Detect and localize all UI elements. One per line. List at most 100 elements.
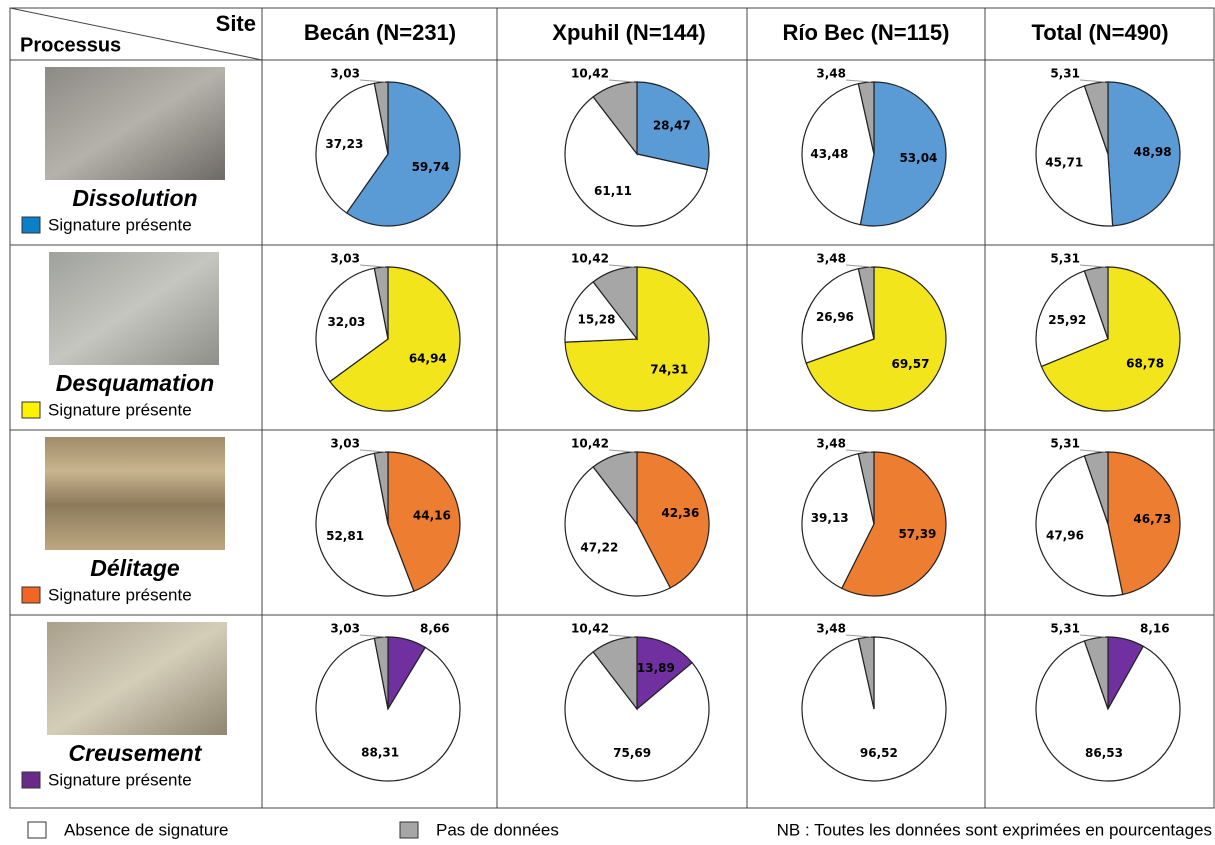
pie-slice: [1107, 451, 1181, 596]
leader-line: [845, 449, 872, 453]
value-label: 53,04: [899, 151, 937, 165]
value-label: 15,28: [578, 313, 616, 327]
legend-swatch: [21, 771, 41, 789]
value-label: 5,31: [1050, 252, 1080, 266]
pie-slice: [329, 266, 461, 412]
pie-slice: [857, 81, 875, 155]
leader-line: [608, 634, 635, 638]
value-label: 42,36: [661, 506, 699, 520]
photo: [45, 67, 225, 180]
pie-slice: [857, 266, 875, 340]
pie-slice: [315, 82, 389, 214]
pie-slice: [564, 96, 709, 227]
value-label: 96,52: [860, 746, 898, 760]
value-label: 44,16: [413, 508, 451, 522]
value-label: 61,11: [594, 184, 632, 198]
value-label: 3,48: [816, 67, 846, 81]
value-label: 3,03: [330, 67, 360, 81]
value-label: 45,71: [1045, 155, 1083, 169]
process-name: Délitage: [90, 555, 180, 581]
value-label: 10,42: [571, 252, 609, 266]
pie-slice: [373, 451, 389, 525]
pie-slice: [373, 266, 389, 340]
value-label: 10,42: [571, 437, 609, 451]
leader-line: [1079, 264, 1106, 268]
leader-line: [845, 79, 872, 83]
value-label: 88,31: [361, 745, 399, 759]
value-label: 46,73: [1133, 512, 1171, 526]
pie-slice: [801, 267, 875, 364]
corner-process: Processus: [20, 34, 121, 56]
column-header: Xpuhil (N=144): [552, 20, 705, 45]
leader-line: [1079, 79, 1106, 83]
value-label: 86,53: [1085, 746, 1123, 760]
value-label: 32,03: [327, 315, 365, 329]
pie-slice: [805, 266, 947, 412]
value-label: 47,96: [1046, 528, 1084, 542]
photo: [47, 622, 227, 735]
legend-swatch: [21, 216, 41, 234]
pie-slice: [315, 637, 461, 782]
pie-slice: [1107, 81, 1181, 227]
leader-line: [608, 449, 635, 453]
value-label: 25,92: [1048, 313, 1086, 327]
pie-slice: [857, 636, 875, 710]
legend-swatch: [27, 821, 47, 839]
value-label: 48,98: [1134, 145, 1172, 159]
value-label: 8,16: [1140, 622, 1170, 636]
pie-slice: [345, 81, 461, 227]
leader-line: [359, 449, 386, 453]
pie-slice: [1035, 455, 1124, 597]
pie-slice: [564, 466, 672, 597]
pie-slice: [1083, 266, 1109, 340]
value-label: 8,66: [420, 622, 450, 636]
pie-slice: [801, 452, 875, 590]
pie-slice: [315, 267, 389, 383]
pie-slice: [636, 636, 694, 711]
legend-label: Absence de signature: [64, 820, 228, 839]
value-label: 3,03: [330, 252, 360, 266]
pie-slice: [1040, 266, 1181, 412]
process-name: Creusement: [69, 740, 203, 766]
pie-slice: [1083, 81, 1109, 155]
legend-swatch: [21, 401, 41, 419]
value-label: 26,96: [816, 310, 854, 324]
value-label: 68,78: [1126, 356, 1164, 370]
value-label: 69,57: [891, 357, 929, 371]
column-header: Becán (N=231): [304, 20, 456, 45]
pie-slice: [840, 451, 947, 597]
photo: [49, 252, 219, 365]
legend-label: Signature présente: [48, 585, 192, 604]
value-label: 3,48: [816, 622, 846, 636]
pie-slice: [1083, 636, 1109, 710]
value-label: 59,74: [412, 160, 450, 174]
column-header: Río Bec (N=115): [783, 20, 950, 45]
value-label: 74,31: [650, 362, 688, 376]
pie-slice: [859, 81, 947, 227]
value-label: 13,89: [637, 661, 675, 675]
legend-swatch: [399, 821, 419, 839]
leader-line: [359, 634, 386, 638]
column-header: Total (N=490): [1031, 20, 1168, 45]
pie-slice: [592, 636, 638, 711]
value-label: 3,03: [330, 437, 360, 451]
leader-line: [608, 79, 635, 83]
pie-slice: [592, 266, 638, 341]
pie-slice: [373, 636, 389, 710]
pie-slice: [1035, 270, 1109, 368]
leader-line: [1079, 634, 1106, 638]
leader-line: [845, 634, 872, 638]
legend-label: Signature présente: [48, 770, 192, 789]
pie-slice: [857, 451, 875, 525]
pie-slice: [373, 81, 389, 155]
legend-label: Signature présente: [48, 400, 192, 419]
value-label: 5,31: [1050, 67, 1080, 81]
pie-slice: [1035, 640, 1181, 782]
value-label: 75,69: [613, 746, 651, 760]
value-label: 5,31: [1050, 622, 1080, 636]
value-label: 10,42: [571, 622, 609, 636]
pie-slice: [315, 452, 415, 597]
pie-slice: [592, 451, 638, 526]
pie-slice: [801, 82, 875, 226]
